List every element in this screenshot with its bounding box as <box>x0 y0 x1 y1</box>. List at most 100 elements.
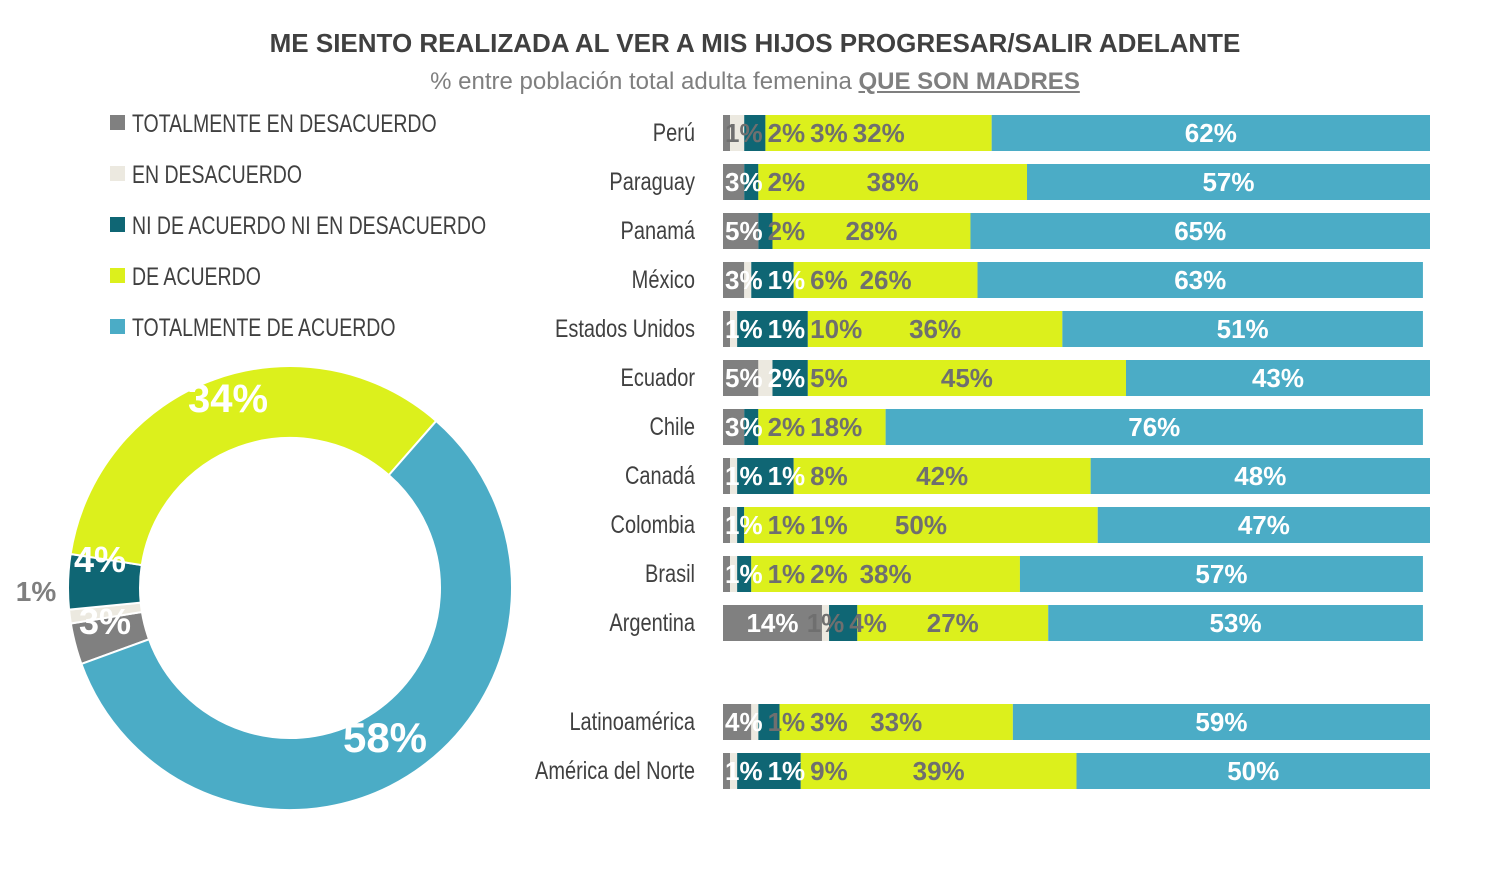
bar-value-label: 51% <box>1217 314 1269 344</box>
bar-segment <box>744 409 759 445</box>
donut-label: 4% <box>74 539 126 580</box>
bar-segment <box>723 458 731 494</box>
bar-value-label: 2% <box>768 412 806 442</box>
category-label: América del Norte <box>535 757 695 785</box>
bar-value-label: 63% <box>1174 265 1226 295</box>
category-label: México <box>632 266 695 294</box>
bar-segment <box>751 704 759 740</box>
legend-label: DE ACUERDO <box>132 263 261 291</box>
bar-value-label: 9% <box>810 756 848 786</box>
category-label: Perú <box>653 119 695 147</box>
bar-segment <box>730 458 738 494</box>
bar-value-label: 10% <box>810 314 862 344</box>
bar-segment <box>737 311 808 347</box>
category-label: Canadá <box>625 462 695 490</box>
bar-segment <box>758 704 780 740</box>
bar-segment <box>772 360 808 396</box>
bar-value-label: 8% <box>810 461 848 491</box>
bar-segment <box>1012 704 1430 740</box>
bar-value-label: 2% <box>768 363 806 393</box>
bar-value-label: 76% <box>1128 412 1180 442</box>
bar-segment <box>1062 311 1423 347</box>
subtitle-emphasis: QUE SON MADRES <box>858 68 1080 95</box>
bar-value-label: 32% <box>853 118 905 148</box>
donut-label: 58% <box>343 714 427 761</box>
bar-value-label: 62% <box>1185 118 1237 148</box>
bar-segment <box>1125 360 1430 396</box>
bar-value-label: 6% <box>810 265 848 295</box>
bar-value-label: 2% <box>768 118 806 148</box>
legend-label: NI DE ACUERDO NI EN DESACUERDO <box>132 212 486 240</box>
bar-value-label: 59% <box>1195 707 1247 737</box>
category-label: Estados Unidos <box>555 315 695 343</box>
bar-segment <box>744 262 752 298</box>
bar-segment <box>723 507 731 543</box>
bar-segment <box>829 605 858 641</box>
bar-value-label: 18% <box>810 412 862 442</box>
bar-segment <box>991 115 1430 151</box>
bar-value-label: 5% <box>810 363 848 393</box>
bar-value-label: 27% <box>927 608 979 638</box>
bar-value-label: 33% <box>870 707 922 737</box>
bar-segment <box>772 213 971 249</box>
bar-value-label: 1% <box>725 118 763 148</box>
bar-value-label: 42% <box>916 461 968 491</box>
bar-value-label: 2% <box>768 167 806 197</box>
bar-segment <box>737 458 794 494</box>
donut-label: 1% <box>16 576 57 607</box>
bar-value-label: 14% <box>746 608 798 638</box>
bar-value-label: 65% <box>1174 216 1226 246</box>
bar-segment <box>977 262 1423 298</box>
bar-value-label: 3% <box>810 118 848 148</box>
bar-value-label: 48% <box>1234 461 1286 491</box>
bar-segment <box>730 753 738 789</box>
bar-segment <box>807 360 1126 396</box>
bar-segment <box>758 409 886 445</box>
bar-value-label: 38% <box>867 167 919 197</box>
bar-segment <box>885 409 1423 445</box>
bar-value-label: 53% <box>1210 608 1262 638</box>
bar-value-label: 1% <box>725 756 763 786</box>
bar-value-label: 26% <box>860 265 912 295</box>
bar-segment <box>723 115 731 151</box>
bar-value-label: 43% <box>1252 363 1304 393</box>
bar-segment <box>723 164 745 200</box>
chart-subtitle: % entre población total adulta femenina … <box>0 68 1510 96</box>
bar-segment <box>793 262 978 298</box>
donut-segment <box>80 419 513 811</box>
chart-title: ME SIENTO REALIZADA AL VER A MIS HIJOS P… <box>269 28 1241 58</box>
bar-segment <box>730 507 738 543</box>
bar-value-label: 2% <box>810 559 848 589</box>
legend-swatch <box>110 217 125 232</box>
bar-segment <box>821 605 830 641</box>
bar-segment <box>744 507 1098 543</box>
bar-segment <box>1019 556 1423 592</box>
bar-segment <box>1097 507 1430 543</box>
bar-segment <box>765 115 992 151</box>
category-label: Panamá <box>621 217 696 245</box>
bar-segment <box>751 556 1020 592</box>
legend-label: TOTALMENTE EN DESACUERDO <box>132 110 437 138</box>
category-label: Ecuador <box>621 364 696 392</box>
bar-segment <box>758 164 1028 200</box>
legend-swatch <box>110 115 125 130</box>
donut-label: 3% <box>79 601 131 642</box>
bar-segment <box>807 311 1063 347</box>
bar-value-label: 3% <box>725 412 763 442</box>
legend-swatch <box>110 268 125 283</box>
bar-segment <box>730 115 745 151</box>
bar-segment <box>723 556 731 592</box>
bar-segment <box>800 753 1077 789</box>
bar-segment <box>1076 753 1430 789</box>
bar-value-label: 1% <box>725 314 763 344</box>
bar-segment <box>779 704 1013 740</box>
bar-value-label: 36% <box>909 314 961 344</box>
bar-value-label: 1% <box>725 510 763 540</box>
category-label: Latinoamérica <box>569 708 695 736</box>
bar-segment <box>793 458 1091 494</box>
category-label: Argentina <box>609 609 695 637</box>
legend-swatch <box>110 166 125 181</box>
bar-value-label: 1% <box>768 461 806 491</box>
bar-segment <box>744 115 766 151</box>
